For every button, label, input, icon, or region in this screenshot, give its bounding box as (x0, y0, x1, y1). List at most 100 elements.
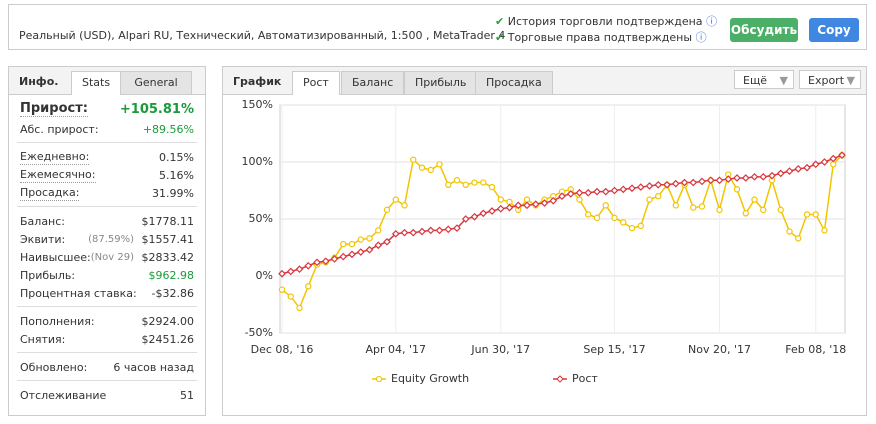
discuss-button[interactable]: Обсудить (730, 18, 798, 42)
stat-label: Процентная ставка: (20, 287, 137, 300)
stat-label: Наивысшее: (20, 251, 91, 264)
tab[interactable]: General (120, 71, 192, 94)
growth-point (820, 158, 829, 166)
y-tick-label: 0% (256, 269, 273, 282)
tab[interactable]: Инфо. (19, 75, 59, 88)
growth-point (724, 175, 733, 183)
growth-point (286, 267, 295, 276)
export-menu[interactable]: Export ▼ (799, 70, 861, 89)
growth-point (444, 225, 453, 234)
legend-label: Equity Growth (391, 372, 469, 385)
growth-point (689, 178, 698, 187)
growth-point (566, 190, 575, 198)
tab[interactable]: Stats (71, 71, 122, 95)
equity-point (278, 286, 286, 293)
stat-row: Абс. прирост: +89.56% (20, 121, 194, 139)
stat-value: $1778.11 (141, 215, 195, 228)
stat-value: +105.81% (119, 102, 194, 117)
stat-label: Эквити: (20, 233, 66, 246)
x-tick-label: Apr 04, '17 (365, 343, 426, 356)
growth-point (549, 196, 558, 205)
equity-point (637, 222, 644, 230)
growth-point (750, 172, 759, 181)
copy-button[interactable]: Copy (809, 18, 859, 42)
separator (17, 352, 197, 353)
growth-point (706, 176, 715, 185)
stat-row: Обновлено: 6 часов назад (20, 359, 194, 377)
equity-point (760, 206, 767, 214)
equity-point (593, 214, 601, 222)
equity-point (620, 219, 627, 226)
growth-point (610, 186, 619, 195)
equity-point (287, 293, 294, 300)
stat-value: $2833.42 (141, 251, 195, 264)
tab[interactable]: Просадка (475, 71, 553, 94)
equity-point (777, 206, 784, 214)
stat-row: Наивысшее: (Nov 29) $2833.42 (20, 249, 194, 267)
info-panel: Инфо. Stats General Прирост: +105.81% Абс.… (8, 66, 206, 416)
stat-row: Процентная ставка: -$32.86 (20, 285, 194, 303)
equity-point (576, 196, 583, 203)
growth-point (628, 184, 636, 193)
stat-label: Ежемесячно: (20, 168, 96, 183)
growth-point (496, 204, 505, 213)
growth-point (829, 154, 838, 163)
equity-point (357, 236, 364, 243)
growth-point (698, 177, 706, 186)
growth-point (671, 179, 680, 188)
x-tick-label: Nov 20, '17 (688, 343, 751, 356)
growth-point (540, 199, 549, 207)
equity-point (366, 235, 373, 242)
growth-point (488, 207, 496, 215)
equity-point (733, 186, 741, 193)
stat-value: 5.16% (159, 169, 194, 182)
stat-note: (Nov 29) (90, 252, 134, 263)
growth-point (803, 163, 811, 172)
stat-value: 0.15% (159, 151, 194, 164)
equity-point (786, 228, 793, 235)
check: ✔ История торговли подтверждена ⓘ (495, 15, 718, 28)
equity-point (523, 196, 531, 203)
growth-point (383, 237, 391, 246)
equity-point (646, 196, 653, 203)
growth-point (759, 172, 768, 181)
growth-point (505, 203, 514, 212)
growth-point (523, 201, 531, 210)
equity-point (611, 214, 618, 222)
equity-point (795, 235, 802, 242)
separator (17, 306, 197, 307)
stat-row: Ежемесячно: 5.16% (20, 167, 194, 185)
stat-label: Абс. прирост: (20, 123, 99, 136)
more-menu[interactable]: Ещё ▼ (734, 70, 794, 89)
stat-row: Снятия: $2451.26 (20, 331, 194, 349)
stat-value: $2451.26 (141, 333, 195, 346)
stat-row: Ежедневно: 0.15% (20, 149, 194, 167)
equity-point (445, 181, 452, 188)
tab[interactable]: Прибыль (404, 71, 478, 94)
legend-marker (375, 375, 383, 383)
tab[interactable]: График (233, 75, 282, 88)
tab[interactable]: Баланс (341, 71, 405, 94)
stat-label: Баланс: (20, 215, 66, 228)
growth-point (470, 212, 479, 221)
tab[interactable]: Рост (292, 71, 340, 95)
equity-point (340, 240, 347, 248)
stat-row: Отслеживание 51 (20, 387, 194, 405)
x-tick-label: Sep 15, '17 (583, 343, 645, 356)
equity-point (392, 196, 399, 203)
y-tick-label: 100% (242, 155, 273, 168)
separator (17, 380, 197, 381)
growth-point (391, 229, 400, 238)
account-header: Реальный (USD), Alpari RU, Технический, … (8, 4, 867, 50)
stat-row: Пополнения: $2924.00 (20, 313, 194, 331)
stat-label: Обновлено: (20, 361, 88, 374)
growth-point (636, 183, 645, 191)
equity-point (471, 179, 478, 186)
growth-point (768, 171, 776, 180)
growth-point (339, 252, 348, 261)
stat-label: Прибыль: (20, 269, 76, 282)
equity-point (453, 177, 461, 184)
growth-point (794, 164, 803, 173)
